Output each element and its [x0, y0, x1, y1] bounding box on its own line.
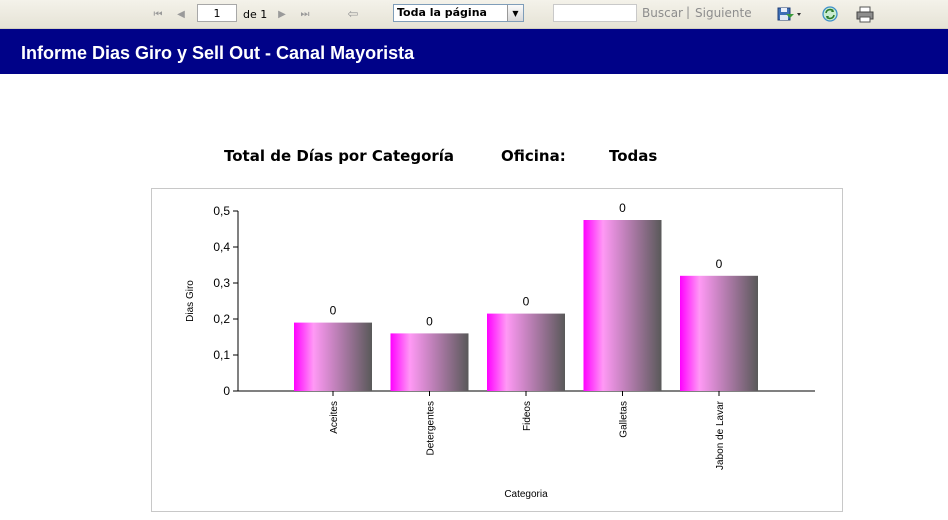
office-label: Oficina:	[501, 147, 566, 165]
y-tick-label: 0,3	[213, 276, 230, 290]
x-tick-label: Aceites	[329, 401, 340, 434]
report-title: Informe Dias Giro y Sell Out - Canal May…	[21, 43, 415, 63]
chart-frame: 0 0,1 0,2 0,3 0,4 0,5 0 Aceites 0 Detergentes 0 Fid…	[151, 188, 843, 512]
data-label: 0	[330, 304, 337, 318]
find-next-link[interactable]: Siguiente	[695, 6, 752, 20]
bar	[294, 322, 372, 391]
back-arrow-icon: ⇦	[347, 6, 359, 22]
find-text-input[interactable]	[553, 4, 637, 22]
y-tick-label: 0,2	[213, 312, 230, 326]
data-label: 0	[426, 314, 433, 328]
back-to-parent-button[interactable]: ⇦	[344, 0, 362, 28]
x-tick-label: Galletas	[619, 401, 630, 438]
y-axis-title: Dias Giro	[185, 280, 196, 322]
y-tick-label: 0,5	[213, 204, 230, 218]
office-value: Todas	[609, 147, 658, 165]
previous-page-button[interactable]: ◀	[172, 0, 190, 28]
find-link[interactable]: Buscar	[642, 6, 683, 20]
last-page-icon: ⏭	[300, 8, 310, 20]
previous-page-icon: ◀	[177, 8, 185, 20]
data-label: 0	[619, 201, 626, 215]
refresh-icon	[822, 6, 838, 22]
report-toolbar: ⏮ ◀ de 1 ▶ ⏭ ⇦ Toda la página ▼ Buscar |…	[0, 0, 948, 29]
y-tick-label: 0,4	[213, 240, 230, 254]
last-page-button[interactable]: ⏭	[296, 0, 314, 28]
x-axis-title: Categoria	[504, 489, 548, 500]
report-title-banner: Informe Dias Giro y Sell Out - Canal May…	[0, 29, 948, 74]
x-tick-label: Jabon de Lavar	[715, 400, 726, 470]
bar	[583, 220, 662, 391]
x-tick-label: Detergentes	[426, 401, 437, 455]
bar	[680, 275, 758, 391]
data-label: 0	[716, 257, 723, 271]
chart-heading: Total de Días por Categoría	[224, 147, 455, 165]
refresh-button[interactable]	[820, 0, 840, 28]
data-label: 0	[523, 295, 530, 309]
chevron-down-icon[interactable]: ▼	[507, 5, 523, 21]
export-button[interactable]	[774, 0, 804, 28]
zoom-selected-value: Toda la página	[397, 6, 487, 19]
print-icon	[856, 6, 874, 23]
y-tick-label: 0	[223, 384, 230, 398]
x-tick-label: Fideos	[522, 401, 533, 431]
first-page-button[interactable]: ⏮	[149, 0, 167, 28]
page-count-label: de 1	[243, 7, 268, 21]
print-button[interactable]	[854, 0, 876, 28]
bar	[390, 333, 469, 391]
next-page-button[interactable]: ▶	[273, 0, 291, 28]
zoom-select[interactable]: Toda la página ▼	[393, 4, 524, 22]
bar	[487, 313, 565, 391]
bar-chart: 0 0,1 0,2 0,3 0,4 0,5 0 Aceites 0 Detergentes 0 Fid…	[185, 201, 815, 500]
save-icon	[777, 7, 801, 21]
y-tick-label: 0,1	[213, 348, 230, 362]
toolbar-separator: |	[686, 5, 691, 19]
first-page-icon: ⏮	[153, 8, 163, 20]
page-number-input[interactable]	[197, 4, 237, 22]
next-page-icon: ▶	[278, 8, 286, 20]
